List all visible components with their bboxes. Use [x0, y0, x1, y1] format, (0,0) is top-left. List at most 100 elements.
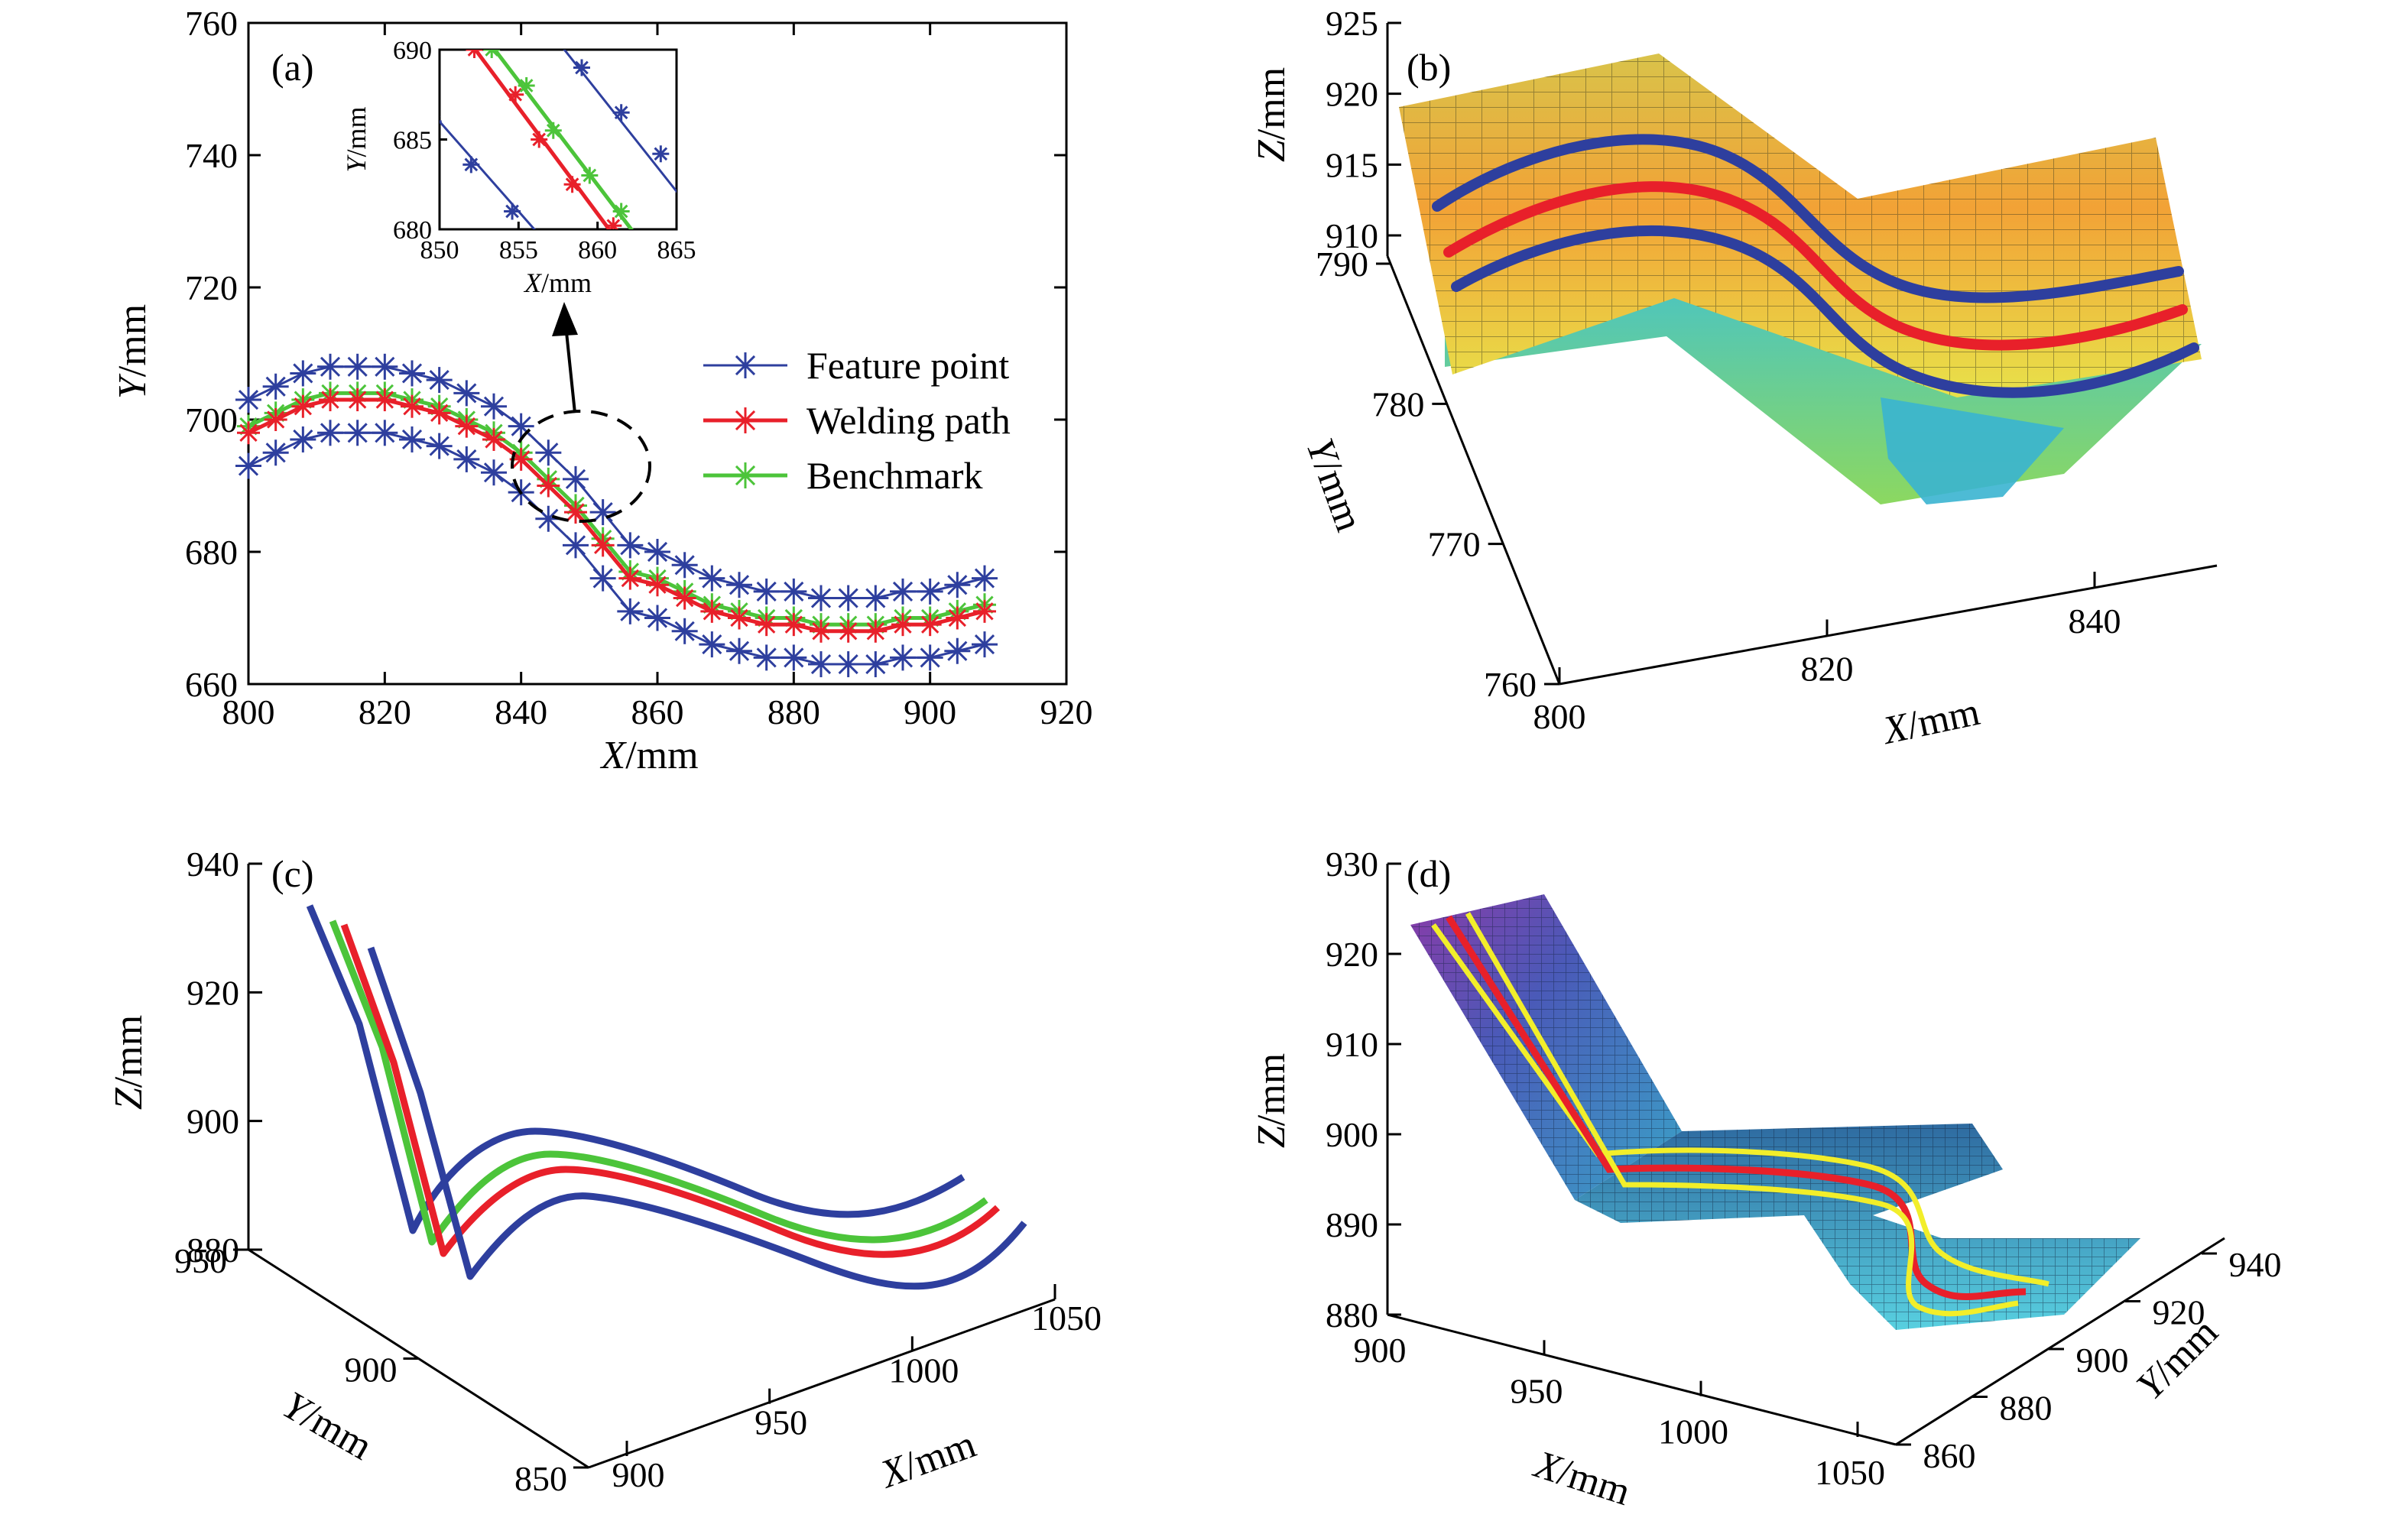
- series-marker: [592, 533, 615, 556]
- feature-point-marker: [890, 579, 916, 605]
- y-tick-label: 780: [1371, 384, 1424, 423]
- legend-marker: [732, 352, 758, 378]
- panel-a-inset: 850 855 860 865 680 685 690 X/mm Y/mm: [341, 23, 696, 298]
- series-marker: [946, 607, 969, 630]
- panel-a-xtick-label: 900: [904, 692, 956, 731]
- feature-point-marker: [235, 453, 261, 479]
- panel-a: 800 820 840 860 880 900 920660680700720740760 …: [111, 4, 1093, 777]
- x-tick-label: 820: [1801, 650, 1854, 689]
- panel-a-ytick-label: 740: [185, 136, 238, 175]
- panel-c-ylabel: Y/mm: [275, 1383, 379, 1468]
- feature-point-marker: [317, 354, 343, 380]
- z-tick-label: 920: [1326, 935, 1378, 974]
- inset-marker: [462, 156, 479, 173]
- feature-point-marker: [972, 631, 998, 657]
- series-marker: [755, 613, 778, 636]
- feature-point-marker: [972, 566, 998, 592]
- feature-point-marker: [372, 354, 398, 380]
- feature-point-marker: [862, 585, 888, 611]
- series-marker: [291, 395, 314, 418]
- panel-d-zlabel: Z/mm: [1250, 1053, 1293, 1148]
- zoom-arrow: [566, 325, 575, 413]
- panel-a-ytick-label: 760: [185, 4, 238, 43]
- feature-point-marker: [644, 539, 670, 565]
- inset-xtick-label: 860: [578, 236, 617, 264]
- inset-marker: [573, 60, 590, 76]
- inset-marker: [652, 145, 669, 162]
- panel-a-ytick-label: 680: [185, 533, 238, 572]
- z-tick-label: 925: [1326, 4, 1378, 43]
- feature-point-marker: [453, 446, 479, 472]
- panel-d-xlabel: X/mm: [1528, 1442, 1635, 1514]
- series-marker: [700, 600, 723, 623]
- z-tick-label: 890: [1326, 1205, 1378, 1244]
- feature-point-marker: [290, 426, 316, 452]
- panel-a-ytick-label: 720: [185, 268, 238, 307]
- feature-point-marker: [699, 566, 725, 592]
- legend-entry: Welding path: [806, 399, 1011, 442]
- feature-point-marker: [563, 466, 589, 492]
- y-tick-label: 900: [345, 1351, 398, 1390]
- panel-a-ytick-label: 700: [185, 401, 238, 439]
- panel-a-ytick-label: 660: [185, 665, 238, 704]
- z-tick-label: 880: [1326, 1296, 1378, 1335]
- series-marker: [728, 607, 751, 630]
- feature-point-marker: [780, 644, 806, 670]
- y-tick-label: 900: [2076, 1341, 2129, 1380]
- series-marker: [919, 613, 942, 636]
- panel-a-legend: Feature point Welding path Benchmark: [703, 344, 1011, 497]
- panel-d: 8808909009109209308608809009209409009501…: [1250, 845, 2282, 1514]
- axis-line: [589, 1299, 1055, 1467]
- feature-point-marker: [508, 413, 534, 439]
- inset-marker: [613, 104, 630, 121]
- y-tick-label: 940: [2229, 1245, 2282, 1284]
- panel-d-surface-mesh: [1410, 894, 2140, 1330]
- feature-point-marker: [754, 579, 780, 605]
- inset-frame: [440, 50, 677, 229]
- feature-point-marker: [372, 420, 398, 446]
- x-tick-label: 840: [2069, 602, 2121, 641]
- panel-a-xtick-label: 860: [631, 692, 684, 731]
- feature-point-marker: [726, 638, 752, 664]
- z-tick-label: 910: [1326, 1025, 1378, 1064]
- feature-point-marker: [345, 354, 371, 380]
- feature-point-marker: [862, 651, 888, 677]
- panel-b-label: (b): [1407, 46, 1451, 89]
- panel-c-label: (c): [271, 852, 314, 895]
- feature-point-marker: [617, 598, 643, 624]
- feature-point-marker: [427, 433, 453, 459]
- inset-marker: [545, 122, 562, 139]
- panel-a-xtick-label: 880: [768, 692, 820, 731]
- legend-entry: Benchmark: [806, 454, 982, 497]
- series-marker: [810, 620, 832, 643]
- inset-marker: [581, 167, 598, 184]
- feature-point-marker: [672, 552, 698, 578]
- inset-marker: [531, 131, 547, 148]
- feature-point-marker: [836, 585, 862, 611]
- series-marker: [891, 613, 914, 636]
- series-marker: [373, 388, 396, 411]
- inset-ytick-label: 685: [393, 127, 432, 155]
- inset-ytick-label: 680: [393, 216, 432, 245]
- panel-a-label: (a): [271, 46, 314, 89]
- series-marker: [646, 573, 669, 596]
- z-tick-label: 930: [1326, 845, 1378, 884]
- panel-c-xlabel: X/mm: [874, 1422, 982, 1497]
- series-marker: [537, 475, 560, 498]
- z-tick-label: 900: [1326, 1115, 1378, 1154]
- series-marker: [346, 388, 369, 411]
- panel-a-xtick-label: 820: [359, 692, 411, 731]
- axis-line: [1387, 1315, 1896, 1445]
- feature-point-marker: [808, 585, 834, 611]
- inset-marker: [483, 41, 500, 58]
- panel-d-label: (d): [1407, 852, 1451, 895]
- feature-point-marker: [263, 374, 289, 400]
- y-tick-label: 760: [1484, 665, 1537, 704]
- feature-point-marker: [836, 651, 862, 677]
- feature-point-marker: [917, 579, 943, 605]
- feature-point-marker: [754, 644, 780, 670]
- panel-b-zlabel: Z/mm: [1250, 67, 1293, 162]
- y-tick-label: 790: [1316, 245, 1368, 284]
- feature-point-marker: [290, 360, 316, 386]
